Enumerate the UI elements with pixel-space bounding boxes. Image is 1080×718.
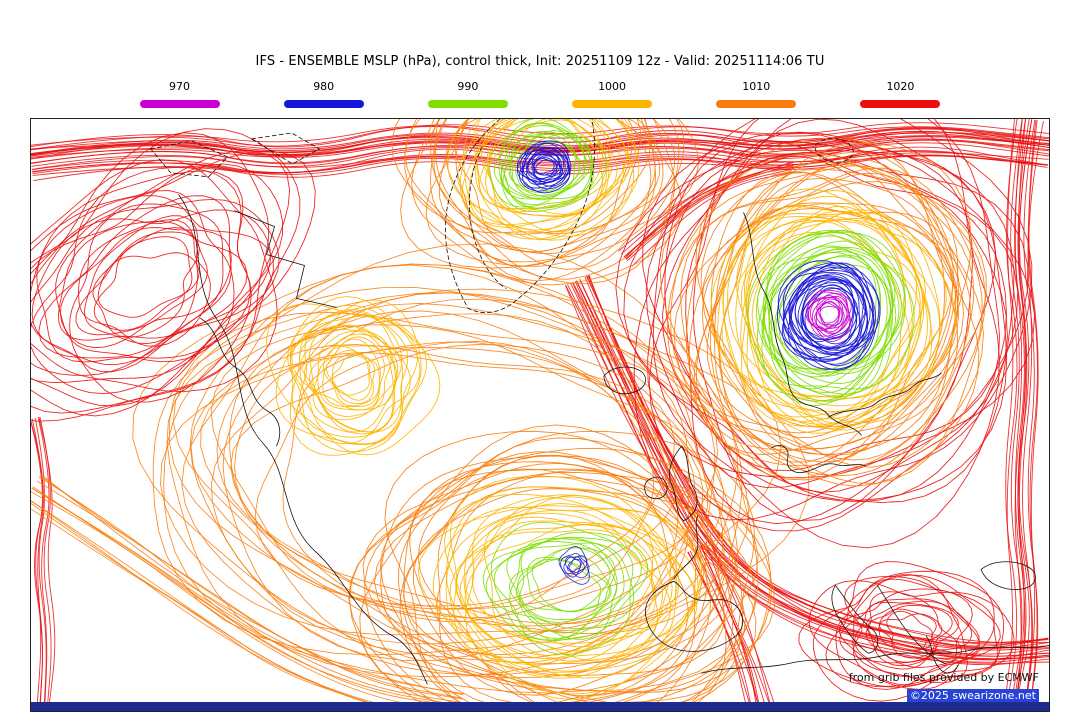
- legend-item-980: 980: [252, 80, 395, 108]
- pressure-contours-svg: [31, 119, 1049, 711]
- legend-swatch: [860, 100, 941, 108]
- legend-label: 990: [457, 80, 479, 93]
- legend-swatch: [572, 100, 653, 108]
- bottom-bar: [31, 702, 1049, 711]
- legend-swatch: [427, 100, 508, 108]
- legend-item-1000: 1000: [541, 80, 684, 108]
- chart-title: IFS - ENSEMBLE MSLP (hPa), control thick…: [255, 54, 825, 69]
- legend-swatch: [283, 100, 364, 108]
- legend-label: 1000: [598, 80, 627, 93]
- legend-item-990: 990: [396, 80, 539, 108]
- credit-copyright: ©2025 swearizone.net: [906, 689, 1039, 702]
- legend-item-970: 970: [108, 80, 251, 108]
- legend-label: 1010: [742, 80, 771, 93]
- credit-source: from grib files provided by ECMWF: [848, 671, 1039, 684]
- pressure-legend: 970 980 990 1000 1010 1020: [108, 80, 972, 108]
- pressure-map: from grib files provided by ECMWF ©2025 …: [30, 118, 1050, 712]
- legend-label: 980: [313, 80, 335, 93]
- legend-item-1020: 1020: [829, 80, 972, 108]
- legend-label: 970: [169, 80, 190, 93]
- legend-swatch: [139, 100, 220, 108]
- legend-item-1010: 1010: [685, 80, 828, 108]
- legend-swatch: [716, 100, 797, 108]
- legend-label: 1020: [886, 80, 915, 93]
